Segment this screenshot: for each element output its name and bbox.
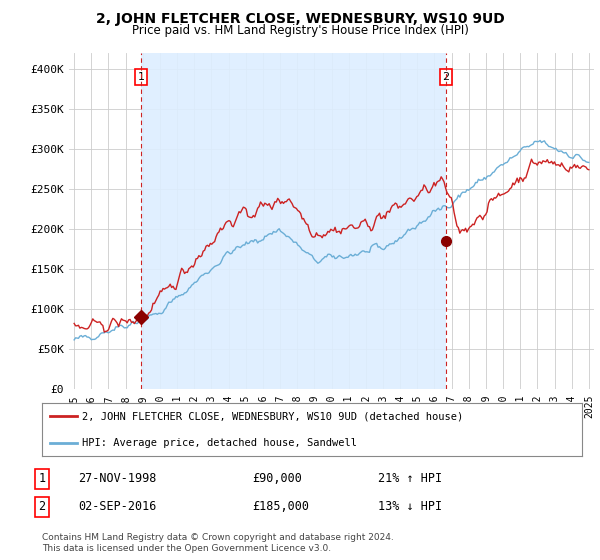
Text: Contains HM Land Registry data © Crown copyright and database right 2024.
This d: Contains HM Land Registry data © Crown c… [42,533,394,553]
Bar [141,53,446,389]
Text: 02-SEP-2016: 02-SEP-2016 [78,500,157,514]
Text: 2, JOHN FLETCHER CLOSE, WEDNESBURY, WS10 9UD: 2, JOHN FLETCHER CLOSE, WEDNESBURY, WS10… [95,12,505,26]
Text: Price paid vs. HM Land Registry's House Price Index (HPI): Price paid vs. HM Land Registry's House … [131,24,469,36]
Text: 2: 2 [442,72,449,82]
Text: 1: 1 [137,72,145,82]
Text: 1: 1 [38,472,46,486]
Text: 2: 2 [38,500,46,514]
Text: 2, JOHN FLETCHER CLOSE, WEDNESBURY, WS10 9UD (detached house): 2, JOHN FLETCHER CLOSE, WEDNESBURY, WS10… [83,412,464,422]
Text: 21% ↑ HPI: 21% ↑ HPI [378,472,442,486]
Text: £90,000: £90,000 [252,472,302,486]
Text: 27-NOV-1998: 27-NOV-1998 [78,472,157,486]
Text: 13% ↓ HPI: 13% ↓ HPI [378,500,442,514]
Text: HPI: Average price, detached house, Sandwell: HPI: Average price, detached house, Sand… [83,438,358,448]
Text: £185,000: £185,000 [252,500,309,514]
